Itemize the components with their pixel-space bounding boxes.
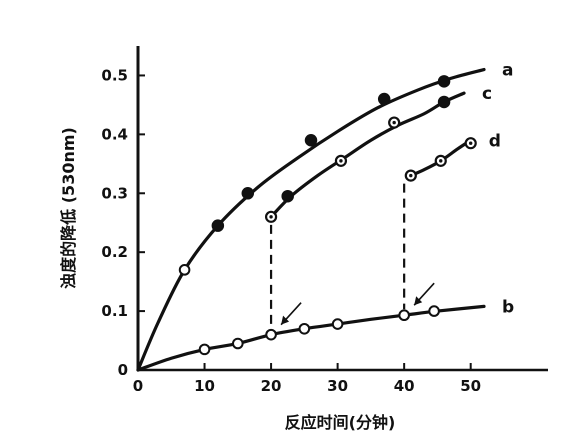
data-point-center bbox=[409, 173, 413, 178]
series-labels: ac d b bbox=[482, 61, 514, 318]
data-points bbox=[178, 75, 477, 356]
data-point-center bbox=[439, 159, 443, 163]
y-tick-label: 0.5 bbox=[101, 66, 128, 84]
data-point-a bbox=[437, 75, 451, 88]
data-point-b bbox=[298, 322, 311, 335]
data-point-b bbox=[265, 328, 277, 341]
axis-ticks: 0 10 20 30 40 50 0 0.1 0.2 0.3 0.4 0.5 bbox=[101, 66, 481, 395]
series-line-c bbox=[269, 91, 466, 219]
annotations bbox=[269, 183, 435, 329]
series-label-b: b bbox=[502, 297, 514, 317]
series-line-a bbox=[136, 67, 486, 372]
series-curves bbox=[136, 67, 486, 372]
data-point-c bbox=[281, 189, 294, 203]
annotation-arrow-head bbox=[414, 296, 423, 306]
data-point-c bbox=[437, 95, 451, 109]
data-point-a bbox=[211, 219, 225, 232]
x-tick-label: 20 bbox=[261, 377, 282, 395]
x-axis-title: 反应时间(分钟) bbox=[285, 413, 396, 432]
x-tick-label: 10 bbox=[194, 377, 215, 395]
data-point-b bbox=[232, 337, 244, 350]
series-label-a: a bbox=[502, 61, 513, 81]
y-tick-label: 0.1 bbox=[101, 302, 128, 320]
data-point-center bbox=[392, 120, 396, 125]
data-point-a bbox=[377, 92, 391, 106]
data-point-a bbox=[178, 264, 191, 276]
data-point-b bbox=[331, 318, 344, 330]
data-point-b bbox=[428, 305, 440, 317]
y-tick-label: 0 bbox=[118, 361, 128, 379]
annotation-arrow-head bbox=[281, 315, 290, 325]
data-point-center bbox=[468, 141, 473, 145]
x-tick-label: 40 bbox=[394, 377, 415, 395]
x-tick-label: 30 bbox=[327, 377, 348, 395]
y-tick-label: 0.3 bbox=[101, 184, 128, 202]
data-point-a bbox=[241, 187, 255, 200]
data-point-center bbox=[339, 159, 343, 163]
y-tick-label: 0.2 bbox=[101, 243, 128, 261]
data-point-a bbox=[304, 134, 318, 147]
y-tick-label: 0.4 bbox=[101, 125, 128, 143]
series-label-d: d bbox=[489, 131, 501, 151]
x-tick-label: 50 bbox=[460, 377, 481, 395]
data-point-b bbox=[398, 309, 410, 322]
x-tick-label: 0 bbox=[133, 377, 143, 395]
data-point-center bbox=[269, 215, 273, 219]
series-label-c: c bbox=[482, 84, 492, 104]
y-axis-title: 浊度的降低 (530nm) bbox=[59, 127, 78, 289]
data-point-b bbox=[198, 343, 211, 356]
